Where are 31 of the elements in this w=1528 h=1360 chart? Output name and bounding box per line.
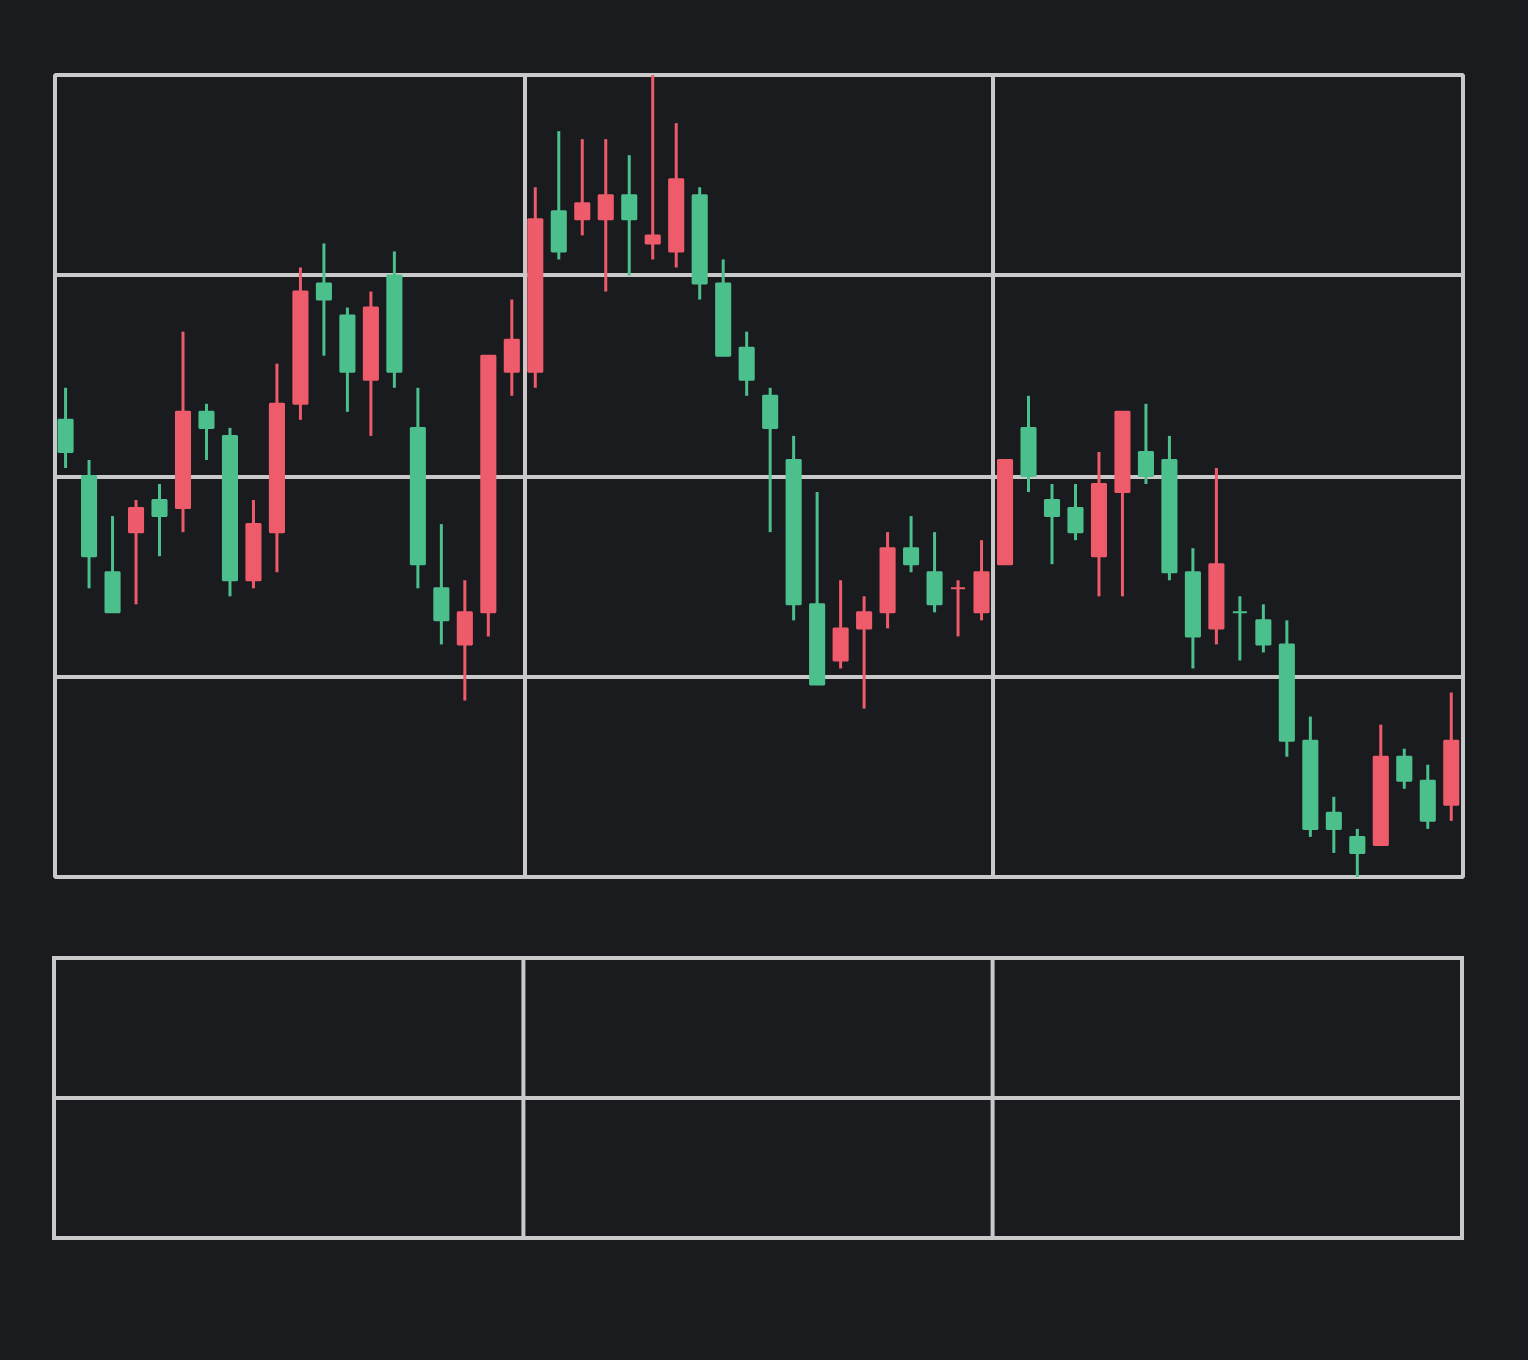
candlestick	[503, 298, 520, 398]
candlestick	[456, 578, 473, 703]
candlestick	[973, 538, 990, 622]
candlestick	[151, 482, 168, 558]
candlestick	[1067, 482, 1084, 542]
candlestick	[762, 386, 779, 534]
candlestick	[574, 137, 591, 237]
candlestick	[738, 330, 755, 398]
candlestick	[1231, 594, 1248, 662]
candlestick	[832, 578, 849, 670]
candlestick	[198, 402, 215, 462]
candlestick	[433, 522, 450, 646]
candlestick	[1325, 795, 1342, 855]
candlestick	[644, 75, 661, 261]
candlestick	[127, 498, 145, 606]
candlestick	[856, 594, 873, 711]
candlestick	[1043, 482, 1061, 566]
candlestick	[104, 514, 121, 614]
candlestick	[1419, 763, 1436, 831]
candlestick	[926, 530, 943, 614]
candlestick	[315, 241, 332, 358]
candlestick	[1396, 747, 1413, 791]
candlestick	[1255, 602, 1272, 654]
candlestick	[57, 386, 74, 470]
candlestick	[950, 578, 967, 638]
candlestick	[597, 137, 614, 294]
candlestick	[550, 129, 567, 261]
candlestick	[1349, 827, 1366, 877]
candlestick	[903, 514, 920, 574]
candlestick	[1137, 402, 1154, 486]
candlestick	[621, 153, 638, 277]
